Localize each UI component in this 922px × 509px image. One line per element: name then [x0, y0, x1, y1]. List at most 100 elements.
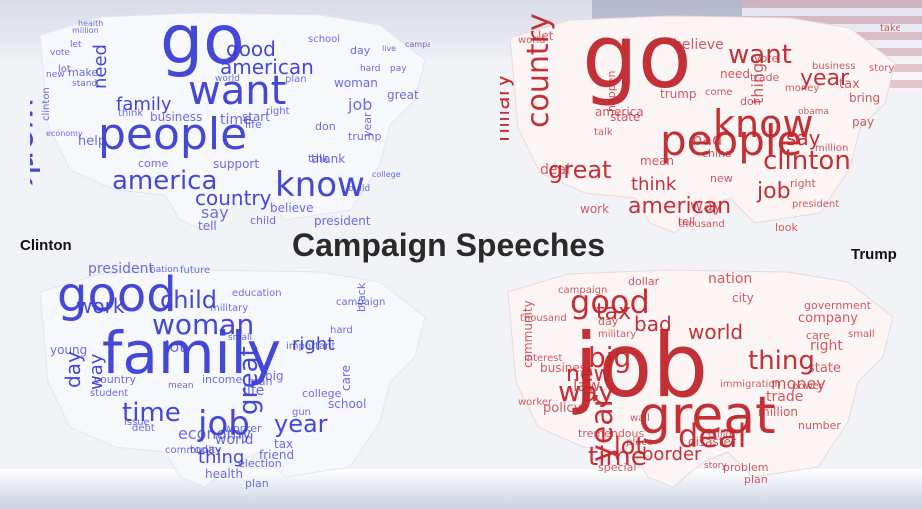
- word-thank: thank: [311, 152, 346, 166]
- word-don: don: [740, 95, 761, 108]
- word-pay: pay: [390, 64, 407, 74]
- word-college: college: [372, 170, 401, 179]
- word-million: million: [758, 405, 798, 419]
- word-state: state: [808, 361, 841, 376]
- word-time: time: [588, 442, 647, 472]
- word-china: china: [702, 147, 732, 160]
- word-come: come: [138, 157, 169, 170]
- word-life: life: [245, 118, 262, 131]
- footer-band: [0, 469, 922, 509]
- word-world: world: [215, 432, 254, 448]
- word-happen: happen: [605, 70, 618, 112]
- word-family: family: [116, 94, 172, 115]
- word-life: life: [243, 383, 265, 399]
- word-let: let: [538, 29, 554, 43]
- word-clinton: clinton: [763, 146, 851, 176]
- word-go: go: [160, 5, 245, 80]
- word-lot: lot: [165, 337, 186, 356]
- word-look: look: [775, 221, 798, 234]
- word-story: story: [704, 461, 727, 471]
- word-new: new: [710, 172, 733, 185]
- word-year: year: [800, 66, 850, 91]
- word-school: school: [328, 397, 367, 411]
- word-campaign: campaign: [405, 40, 430, 49]
- word-people: people: [660, 116, 803, 165]
- word-man: man: [248, 375, 273, 388]
- word-tell: tell: [198, 219, 217, 233]
- word-right: right: [266, 106, 290, 117]
- word-plan: plan: [245, 477, 269, 490]
- word-government: government: [804, 299, 872, 312]
- word-problem: problem: [723, 461, 769, 474]
- word-place: place: [626, 437, 653, 448]
- clinton-bottom-wordcloud: family good job woman child time year day great w…: [30, 262, 430, 492]
- trump-label: Trump: [851, 246, 897, 263]
- word-day: day: [598, 315, 619, 328]
- word-worker: worker: [224, 422, 262, 435]
- word-gun: gun: [292, 407, 312, 418]
- word-health: health: [78, 19, 104, 28]
- word-money: money: [785, 83, 820, 94]
- word-time: time: [220, 112, 252, 128]
- word-trump: trump: [348, 130, 382, 143]
- usa-map-shape: [39, 269, 426, 488]
- word-million: million: [815, 143, 849, 154]
- word-don: don: [315, 120, 336, 133]
- word-president: president: [88, 262, 154, 277]
- word-small: small: [228, 333, 252, 343]
- word-say: say: [786, 126, 821, 150]
- word-nation: nation: [708, 271, 753, 287]
- word-interest: interest: [524, 353, 563, 364]
- word-work: work: [580, 202, 610, 216]
- word-friend: friend: [259, 448, 295, 462]
- word-community: community: [165, 445, 222, 456]
- word-time: time: [122, 398, 181, 428]
- word-make: make: [68, 66, 99, 79]
- word-story: story: [869, 63, 895, 74]
- word-pay: pay: [852, 115, 875, 129]
- word-wall: wall: [630, 413, 650, 424]
- word-know: know: [713, 102, 814, 146]
- word-work: work: [76, 294, 125, 318]
- word-good: good: [570, 283, 650, 321]
- word-issue: issue: [124, 417, 150, 428]
- word-health: health: [205, 467, 243, 481]
- word-tell: tell: [678, 215, 696, 228]
- word-come: come: [705, 87, 733, 98]
- word-important: important: [286, 341, 336, 352]
- usa-map-shape: [509, 15, 896, 234]
- word-year: year: [274, 410, 328, 438]
- word-stand: stand: [72, 79, 98, 89]
- word-american: american: [220, 55, 314, 79]
- word-trade: trade: [750, 71, 780, 84]
- word-right: right: [790, 177, 816, 190]
- word-new: new: [566, 362, 612, 387]
- word-america: america: [595, 105, 644, 119]
- word-job: job: [198, 404, 250, 444]
- word-world: world: [688, 320, 744, 344]
- word-job: job: [348, 95, 373, 114]
- word-income: income: [202, 373, 243, 386]
- word-great: great: [387, 88, 419, 102]
- word-year: year: [361, 112, 374, 137]
- word-policy: policy: [543, 401, 582, 416]
- word-woman: woman: [152, 308, 255, 341]
- word-military: military: [210, 303, 249, 314]
- word-lot: lot: [614, 432, 645, 460]
- word-build: build: [348, 184, 371, 194]
- word-help: help: [78, 134, 107, 149]
- word-right: right: [810, 338, 843, 354]
- word-thing: thing: [748, 346, 815, 376]
- word-bad: bad: [692, 130, 723, 149]
- word-plan: plan: [744, 473, 768, 486]
- word-mean: mean: [168, 381, 194, 391]
- word-economy: economy: [178, 424, 252, 443]
- word-future: future: [180, 265, 211, 276]
- word-country: country: [94, 373, 137, 386]
- word-take: take: [880, 23, 900, 34]
- word-believe: believe: [270, 201, 314, 215]
- word-america: america: [112, 166, 218, 196]
- page-title: Campaign Speeches: [292, 227, 605, 263]
- word-support: support: [213, 157, 260, 171]
- word-bad: bad: [634, 312, 672, 336]
